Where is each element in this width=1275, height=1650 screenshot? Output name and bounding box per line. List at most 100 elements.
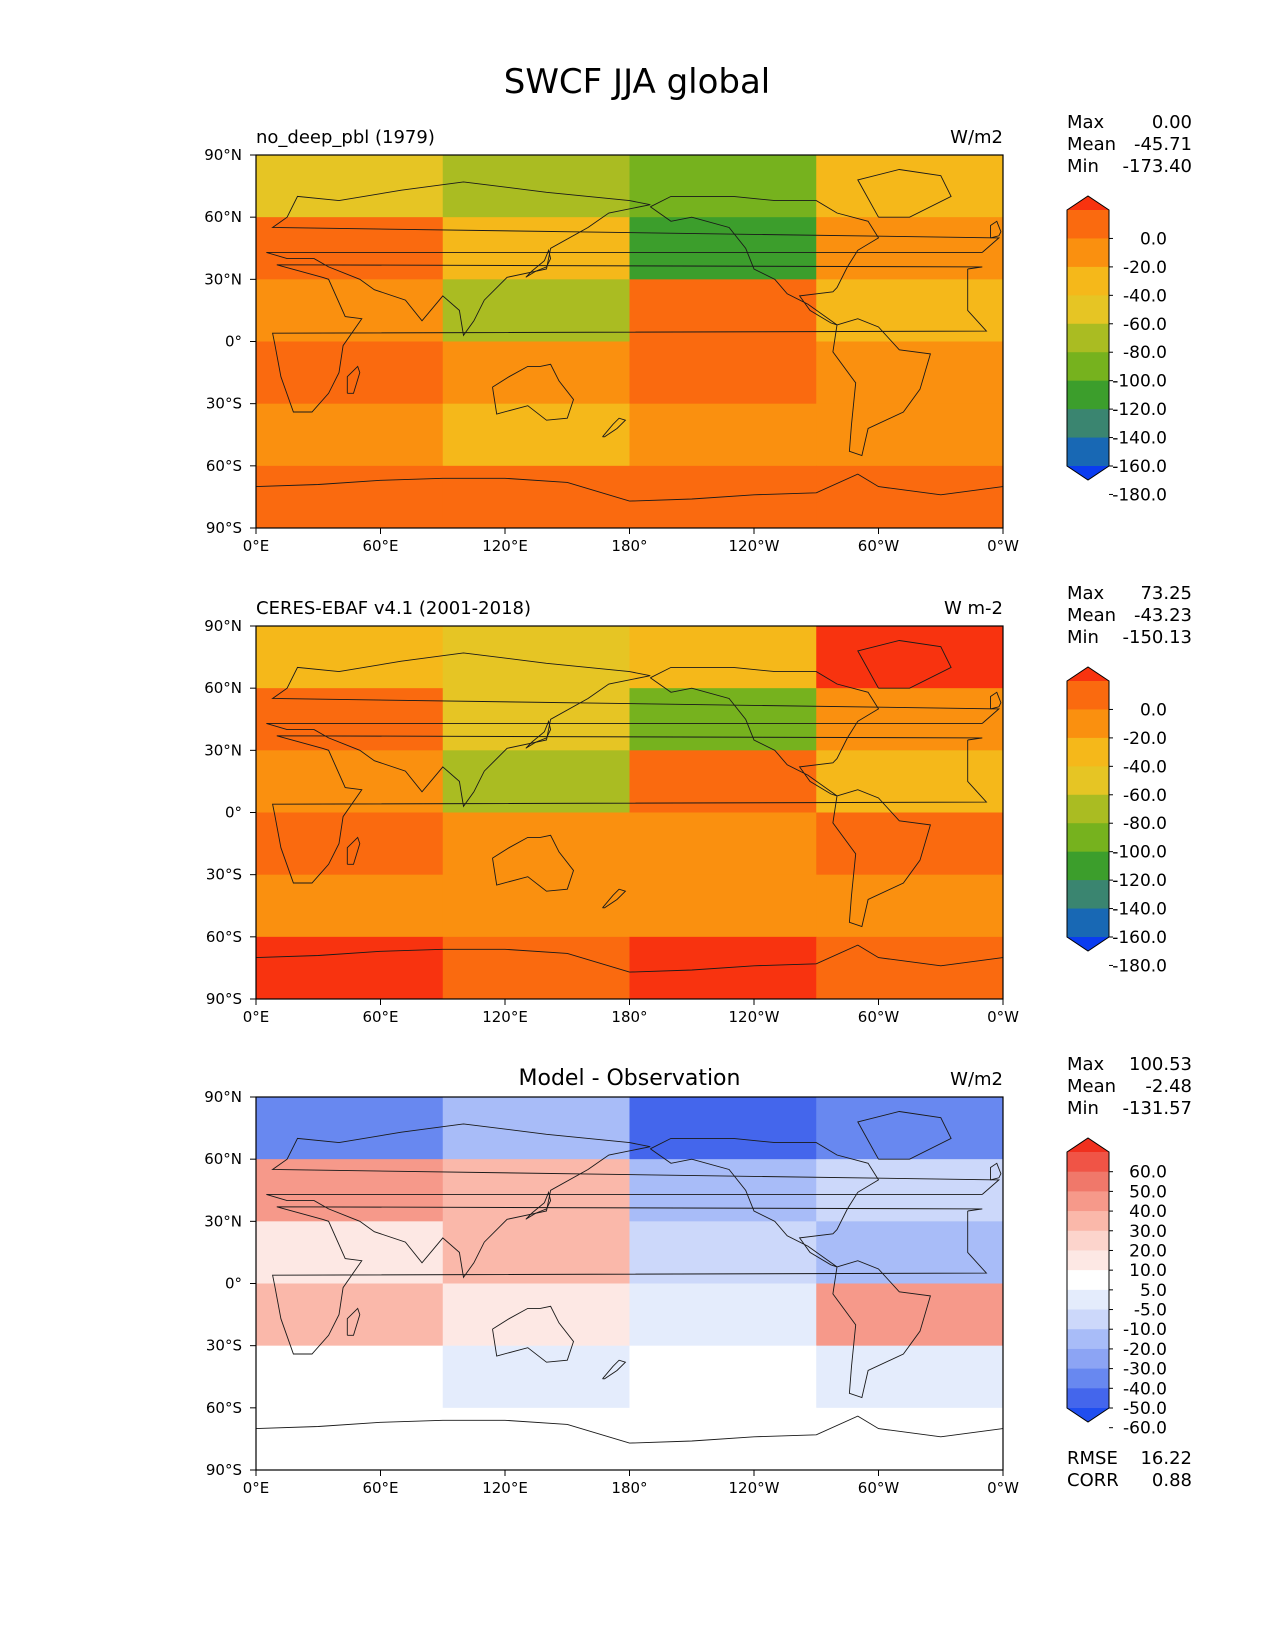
field-cell	[256, 812, 444, 876]
lon-tick-label: 0°W	[987, 1479, 1019, 1497]
field-cell	[442, 936, 630, 999]
lat-tick-label: 30°N	[204, 1212, 242, 1230]
colorbar-segment	[1067, 766, 1109, 796]
field-cell	[629, 874, 817, 938]
colorbar-tick-label: -120.0	[1112, 400, 1167, 420]
lat-tick-label: 0°	[225, 1275, 242, 1293]
field-cell	[256, 1221, 444, 1284]
field-cell	[442, 403, 630, 467]
colorbar-segment	[1067, 437, 1109, 467]
coastline	[346, 1307, 361, 1336]
lat-tick-label: 30°N	[204, 741, 242, 759]
colorbar-tick-label: -80.0	[1123, 814, 1167, 834]
colorbar-tick-label: -40.0	[1123, 757, 1167, 777]
colorbar-tick-label: -140.0	[1112, 900, 1167, 920]
coastline	[346, 365, 361, 394]
coastline	[602, 417, 627, 438]
field-cell	[816, 1159, 1003, 1222]
field-cell	[256, 1159, 444, 1222]
colorbar-segment	[1067, 794, 1109, 824]
lat-tick-label: 90°S	[206, 1461, 242, 1479]
colorbar-segment	[1067, 1171, 1109, 1192]
field-cell	[629, 1221, 817, 1284]
lon-tick-label: 120°E	[482, 537, 528, 555]
colorbar-tick-label: -20.0	[1123, 258, 1167, 278]
field-cell	[816, 341, 1003, 405]
colorbar-tick-label: -60.0	[1123, 786, 1167, 806]
lat-tick-label: 90°N	[204, 1088, 242, 1106]
coastline	[272, 264, 988, 413]
stat-label: Min	[1067, 156, 1099, 177]
stat-min-value: -131.57	[1123, 1098, 1192, 1119]
coastline	[990, 220, 1002, 239]
field-cell	[442, 1283, 630, 1347]
colorbar-segment	[1067, 1230, 1109, 1252]
lon-tick-label: 180°	[611, 537, 647, 555]
field-cell	[256, 688, 444, 751]
colorbar-tick-label: -160.0	[1112, 457, 1167, 477]
field-cell	[442, 812, 630, 876]
panel-title-center: Model - Observation	[519, 1066, 741, 1091]
lon-tick-label: 0°E	[243, 1479, 270, 1497]
coastline	[492, 834, 575, 892]
colorbar-segment	[1067, 1329, 1109, 1350]
stat-label: Max	[1067, 112, 1105, 133]
coastline	[832, 1260, 931, 1399]
coastline	[492, 1305, 575, 1363]
map-field	[256, 626, 1003, 999]
colorbar-segment	[1067, 409, 1109, 439]
lon-tick-label: 0°E	[243, 537, 270, 555]
lon-tick-label: 120°E	[482, 1479, 528, 1497]
lon-tick-label: 60°W	[858, 1008, 900, 1026]
colorbar-extend-bottom	[1067, 937, 1109, 951]
colorbar-tick-label: -40.0	[1123, 1379, 1167, 1399]
panel-reference: 0°E 60°E 120°E 180° 120°W 60°W 0°W 90°N 60°N 30°N…	[204, 583, 1192, 1026]
colorbar-segment	[1067, 908, 1109, 938]
colorbar-segment	[1067, 681, 1109, 711]
stat-label: Mean	[1067, 1076, 1116, 1097]
lon-tick-label: 120°W	[729, 1008, 780, 1026]
panel-units: W/m2	[950, 1069, 1003, 1090]
coastline	[857, 169, 952, 218]
colorbar-segment	[1067, 210, 1109, 240]
stat-max-value: 73.25	[1140, 583, 1192, 604]
field-cell	[629, 1097, 817, 1160]
lat-tick-label: 60°S	[206, 928, 242, 946]
field-cell	[442, 217, 630, 280]
coastline	[272, 1206, 988, 1355]
colorbar-extend-top	[1067, 667, 1109, 681]
colorbar-tick-label: -180.0	[1112, 956, 1167, 976]
field-cell	[256, 155, 444, 218]
figure-title: SWCF JJA global	[504, 62, 771, 102]
colorbar-segment	[1067, 851, 1109, 881]
field-cell	[816, 1283, 1003, 1347]
field-cell	[256, 936, 444, 999]
colorbar-segment	[1067, 709, 1109, 739]
colorbar-tick-label: -100.0	[1112, 843, 1167, 863]
colorbar-segment	[1067, 266, 1109, 296]
field-cell	[442, 1407, 630, 1470]
lon-tick-label: 0°E	[243, 1008, 270, 1026]
colorbar-segment	[1067, 1309, 1109, 1330]
field-cell	[629, 688, 817, 751]
coastline	[650, 1137, 880, 1268]
field-cell	[816, 465, 1003, 528]
colorbar-segment	[1067, 352, 1109, 382]
colorbar-extend-bottom	[1067, 1408, 1109, 1422]
field-cell	[442, 1221, 630, 1284]
colorbar-tick-label: -120.0	[1112, 871, 1167, 891]
extra-stats-block: RMSE 16.22 CORR 0.88	[1067, 1448, 1192, 1491]
panels: 0°E 60°E 120°E 180° 120°W 60°W 0°W 90°N 60°N 30°N…	[204, 112, 1192, 1497]
colorbar-tick-label: 5.0	[1140, 1281, 1167, 1301]
colorbar-tick-label: -10.0	[1123, 1320, 1167, 1340]
stat-label: Max	[1067, 583, 1105, 604]
colorbar-segment	[1067, 1348, 1109, 1370]
field-cell	[629, 1283, 817, 1347]
colorbar-tick-label: 60.0	[1129, 1163, 1167, 1183]
field-cell	[256, 1345, 444, 1409]
field-cell	[816, 279, 1003, 342]
coastline	[857, 1111, 952, 1160]
field-cell	[816, 626, 1003, 689]
field-cell	[442, 688, 630, 751]
